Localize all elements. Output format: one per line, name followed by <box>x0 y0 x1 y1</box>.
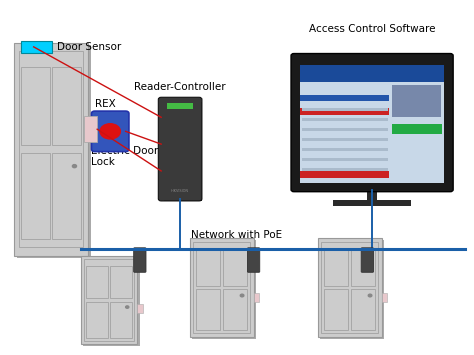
Bar <box>84 116 97 142</box>
Bar <box>14 43 88 256</box>
Bar <box>196 249 220 286</box>
Bar <box>254 293 259 302</box>
Bar <box>301 168 388 171</box>
FancyBboxPatch shape <box>158 97 202 201</box>
Bar <box>190 238 254 337</box>
Bar <box>84 259 134 341</box>
Bar <box>318 238 382 337</box>
Bar <box>52 153 81 239</box>
Bar <box>17 45 91 258</box>
Bar <box>86 266 108 298</box>
FancyBboxPatch shape <box>361 248 374 272</box>
Text: Reader-Controller: Reader-Controller <box>134 82 226 92</box>
Bar <box>351 289 375 329</box>
Bar <box>164 102 202 201</box>
Bar <box>21 67 50 145</box>
Bar <box>86 302 108 338</box>
Bar <box>52 67 81 145</box>
Bar <box>81 256 137 344</box>
Bar <box>167 103 193 109</box>
FancyBboxPatch shape <box>91 111 129 152</box>
Bar <box>333 200 411 206</box>
Bar <box>18 51 83 247</box>
Bar <box>300 65 444 183</box>
Bar <box>392 124 442 133</box>
Bar <box>83 258 140 346</box>
Text: HIKVISION: HIKVISION <box>171 189 189 193</box>
Bar <box>21 153 50 239</box>
Bar <box>223 249 247 286</box>
Text: Door Sensor: Door Sensor <box>57 42 121 52</box>
Circle shape <box>368 294 372 297</box>
Bar <box>110 266 132 298</box>
Bar <box>324 249 348 286</box>
Bar <box>320 240 384 339</box>
Bar <box>321 242 378 333</box>
FancyBboxPatch shape <box>247 248 260 272</box>
Bar <box>301 158 388 161</box>
Bar <box>301 128 388 131</box>
Bar <box>137 304 143 313</box>
Circle shape <box>73 165 76 168</box>
Bar <box>21 41 52 53</box>
Bar <box>301 138 388 141</box>
Bar <box>301 118 388 121</box>
Circle shape <box>240 294 244 297</box>
FancyBboxPatch shape <box>291 54 453 192</box>
Bar <box>351 249 375 286</box>
Bar <box>392 85 441 117</box>
Bar <box>196 289 220 329</box>
Bar <box>193 242 250 333</box>
Bar <box>301 108 388 111</box>
Bar <box>223 289 247 329</box>
Circle shape <box>126 306 129 308</box>
FancyBboxPatch shape <box>134 248 146 272</box>
Bar <box>301 148 388 151</box>
Text: REX: REX <box>95 99 116 109</box>
Bar <box>300 95 389 100</box>
Text: Electric Door
Lock: Electric Door Lock <box>91 146 158 167</box>
Bar <box>110 302 132 338</box>
Circle shape <box>100 124 120 139</box>
Text: Access Control Software: Access Control Software <box>309 24 435 34</box>
Bar <box>300 65 444 82</box>
Bar <box>192 240 256 339</box>
Text: Network with PoE: Network with PoE <box>191 230 283 240</box>
Bar <box>300 171 389 178</box>
Bar <box>367 190 377 206</box>
Bar <box>324 289 348 329</box>
Bar <box>382 293 387 302</box>
Bar <box>300 108 389 115</box>
